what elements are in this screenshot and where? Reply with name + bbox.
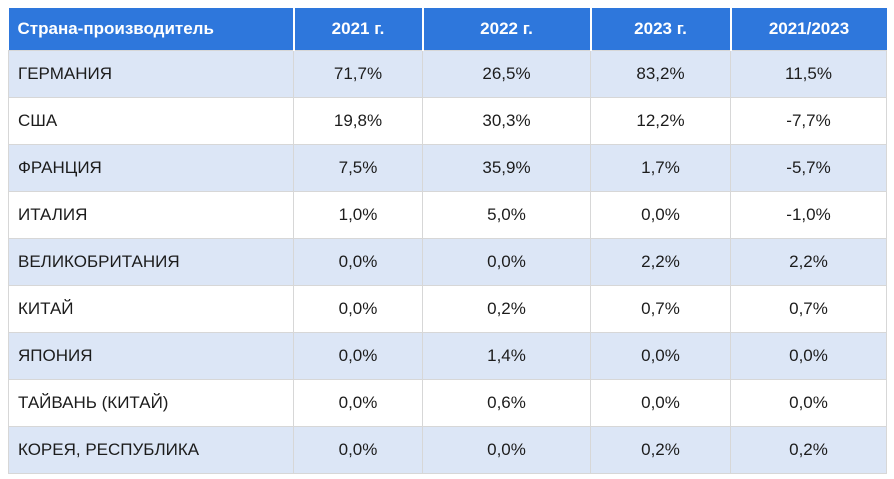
value-cell: 5,0% (422, 191, 591, 239)
column-header-2023: 2023 г. (590, 8, 732, 51)
country-cell: ФРАНЦИЯ (8, 144, 294, 192)
value-cell: 2,2% (590, 238, 731, 286)
value-cell: -5,7% (730, 144, 887, 192)
table-row-italy: ИТАЛИЯ 1,0% 5,0% 0,0% -1,0% (8, 191, 887, 239)
column-header-2022: 2022 г. (422, 8, 592, 51)
value-cell: 1,7% (590, 144, 731, 192)
value-cell: 0,0% (293, 238, 423, 286)
value-cell: 0,0% (293, 426, 423, 474)
country-cell: КОРЕЯ, РЕСПУБЛИКА (8, 426, 294, 474)
table-row-france: ФРАНЦИЯ 7,5% 35,9% 1,7% -5,7% (8, 144, 887, 192)
value-cell: 1,4% (422, 332, 591, 380)
column-header-2021-2023: 2021/2023 (730, 8, 887, 51)
value-cell: 12,2% (590, 97, 731, 145)
table-row-japan: ЯПОНИЯ 0,0% 1,4% 0,0% 0,0% (8, 332, 887, 380)
country-cell: ГЕРМАНИЯ (8, 50, 294, 98)
value-cell: 0,7% (730, 285, 887, 333)
value-cell: 0,6% (422, 379, 591, 427)
column-header-2021: 2021 г. (293, 8, 424, 51)
value-cell: 0,0% (590, 332, 731, 380)
value-cell: 35,9% (422, 144, 591, 192)
header-row: Страна-производитель 2021 г. 2022 г. 202… (8, 8, 887, 51)
value-cell: 0,0% (293, 285, 423, 333)
country-cell: ВЕЛИКОБРИТАНИЯ (8, 238, 294, 286)
value-cell: 0,0% (293, 332, 423, 380)
value-cell: 0,7% (590, 285, 731, 333)
value-cell: 0,0% (590, 191, 731, 239)
value-cell: 0,0% (422, 426, 591, 474)
table-row-taiwan: ТАЙВАНЬ (КИТАЙ) 0,0% 0,6% 0,0% 0,0% (8, 379, 887, 427)
table-row-china: КИТАЙ 0,0% 0,2% 0,7% 0,7% (8, 285, 887, 333)
value-cell: 0,0% (730, 379, 887, 427)
country-cell: ИТАЛИЯ (8, 191, 294, 239)
value-cell: 83,2% (590, 50, 731, 98)
value-cell: 0,0% (730, 332, 887, 380)
value-cell: 0,2% (422, 285, 591, 333)
value-cell: 0,2% (730, 426, 887, 474)
value-cell: 19,8% (293, 97, 423, 145)
country-cell: ТАЙВАНЬ (КИТАЙ) (8, 379, 294, 427)
value-cell: 2,2% (730, 238, 887, 286)
value-cell: 0,0% (590, 379, 731, 427)
value-cell: 71,7% (293, 50, 423, 98)
value-cell: 7,5% (293, 144, 423, 192)
value-cell: 30,3% (422, 97, 591, 145)
country-cell: США (8, 97, 294, 145)
value-cell: -1,0% (730, 191, 887, 239)
country-cell: КИТАЙ (8, 285, 294, 333)
value-cell: 1,0% (293, 191, 423, 239)
table-row-germany: ГЕРМАНИЯ 71,7% 26,5% 83,2% 11,5% (8, 50, 887, 98)
table-row-usa: США 19,8% 30,3% 12,2% -7,7% (8, 97, 887, 145)
table-row-uk: ВЕЛИКОБРИТАНИЯ 0,0% 0,0% 2,2% 2,2% (8, 238, 887, 286)
country-production-share-table: Страна-производитель 2021 г. 2022 г. 202… (8, 8, 887, 474)
value-cell: 0,0% (293, 379, 423, 427)
country-cell: ЯПОНИЯ (8, 332, 294, 380)
value-cell: 0,0% (422, 238, 591, 286)
value-cell: 0,2% (590, 426, 731, 474)
value-cell: 26,5% (422, 50, 591, 98)
table-row-korea: КОРЕЯ, РЕСПУБЛИКА 0,0% 0,0% 0,2% 0,2% (8, 426, 887, 474)
value-cell: -7,7% (730, 97, 887, 145)
column-header-country: Страна-производитель (8, 8, 295, 51)
value-cell: 11,5% (730, 50, 887, 98)
